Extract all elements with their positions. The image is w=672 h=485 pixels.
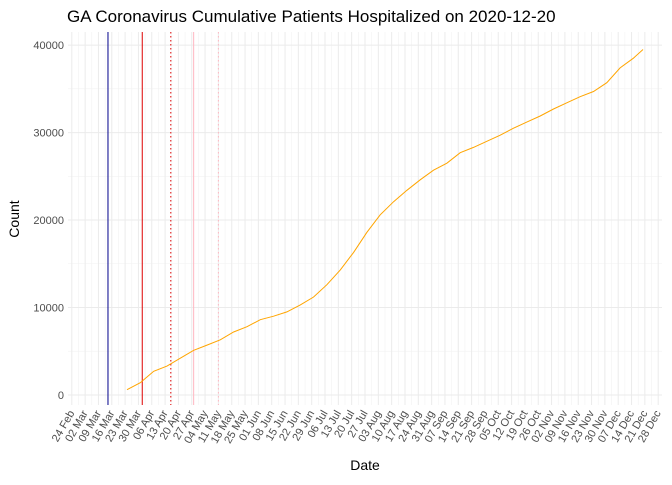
y-tick-label: 20000	[33, 215, 64, 227]
y-tick-label: 40000	[33, 40, 64, 52]
x-axis-label: Date	[350, 457, 380, 473]
data-line	[126, 49, 644, 391]
y-tick-label: 0	[58, 390, 64, 402]
y-tick-label: 30000	[33, 128, 64, 140]
y-axis-label: Count	[6, 200, 22, 237]
chart-title: GA Coronavirus Cumulative Patients Hospi…	[67, 7, 556, 26]
y-tick-label: 10000	[33, 302, 64, 314]
